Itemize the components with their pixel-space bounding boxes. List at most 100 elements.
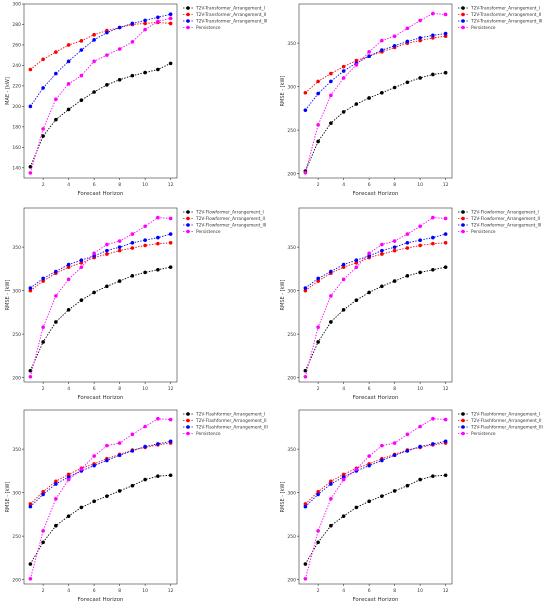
x-tick-label: 2	[317, 386, 320, 392]
data-point	[392, 85, 397, 90]
x-tick-label: 10	[417, 182, 423, 188]
x-tick-label: 6	[93, 182, 96, 188]
data-point	[443, 34, 448, 38]
data-point	[392, 489, 397, 493]
data-point	[303, 504, 308, 509]
data-point	[41, 492, 45, 497]
data-point	[105, 284, 109, 289]
data-point	[41, 489, 45, 494]
y-tick-label: 350	[12, 447, 21, 453]
data-point	[443, 241, 448, 245]
x-tick-label: 12	[443, 588, 449, 594]
series-line-1	[29, 474, 171, 565]
data-point	[380, 458, 384, 463]
data-point	[392, 245, 397, 249]
data-point	[54, 496, 58, 501]
data-point	[54, 479, 58, 484]
series-line-2	[30, 242, 171, 292]
data-point	[405, 449, 410, 453]
data-point	[130, 274, 135, 278]
data-point	[316, 276, 320, 281]
data-point	[329, 93, 333, 98]
data-point	[341, 76, 346, 80]
legend-marker	[461, 6, 465, 10]
data-point	[117, 441, 122, 445]
data-point	[418, 36, 422, 40]
data-point	[28, 576, 33, 581]
data-point	[143, 424, 147, 429]
x-tick-label: 8	[393, 588, 396, 594]
legend-label: T2V-Flashformer_Arrangement_II	[195, 418, 266, 424]
series-line-2	[305, 35, 446, 94]
legend-marker	[186, 25, 190, 30]
data-point	[380, 248, 384, 253]
series-line-3	[305, 233, 446, 289]
data-point	[367, 499, 371, 504]
data-point	[354, 265, 359, 269]
data-point	[367, 251, 371, 256]
data-point	[354, 58, 359, 63]
data-point	[105, 458, 109, 463]
y-tick-label: 140	[12, 165, 21, 171]
data-point	[168, 61, 173, 66]
x-tick-label: 8	[118, 386, 121, 392]
data-point	[168, 473, 173, 478]
y-tick-label: 240	[12, 63, 21, 69]
data-point	[443, 232, 448, 236]
data-point	[156, 442, 160, 446]
x-tick-label: 6	[368, 182, 371, 188]
data-point	[28, 171, 33, 175]
legend-label: T2V-Transformer_Arrangement_I	[195, 6, 265, 12]
legend-label: T2V-Flowformer_Arrangement_II	[470, 216, 540, 222]
data-point	[168, 417, 173, 422]
y-axis-label: RMSE - [kW]	[280, 280, 286, 311]
data-point	[156, 235, 160, 240]
data-point	[380, 252, 384, 256]
data-point	[418, 38, 422, 43]
x-axis-label: Forecast Horizon	[352, 597, 399, 603]
data-point	[130, 21, 135, 26]
data-point	[431, 33, 435, 38]
data-point	[329, 79, 333, 84]
data-point	[303, 562, 308, 566]
series-line-3	[305, 440, 446, 507]
data-point	[28, 502, 33, 506]
data-point	[431, 215, 435, 220]
y-tick-label: 250	[12, 332, 21, 338]
legend-label: T2V-Transformer_Arrangement_I	[470, 6, 540, 12]
y-tick-label: 300	[287, 288, 296, 294]
x-axis-label: Forecast Horizon	[77, 597, 124, 603]
x-tick-label: 2	[42, 386, 45, 392]
data-point	[54, 294, 58, 298]
data-point	[354, 258, 359, 263]
series-line-2	[30, 442, 171, 505]
data-point	[329, 121, 333, 125]
data-point	[92, 32, 96, 37]
data-point	[143, 70, 147, 75]
x-tick-label: 10	[142, 182, 148, 188]
data-point	[41, 340, 45, 344]
data-point	[66, 43, 71, 47]
data-point	[41, 57, 45, 62]
x-tick-label: 4	[342, 182, 345, 188]
x-tick-label: 2	[42, 182, 45, 188]
data-point	[92, 463, 96, 468]
data-point	[405, 39, 410, 44]
data-point	[143, 21, 147, 26]
data-point	[341, 265, 346, 269]
x-tick-label: 12	[168, 386, 174, 392]
data-point	[405, 241, 410, 245]
data-point	[303, 576, 308, 581]
y-tick-label: 300	[287, 84, 296, 90]
y-tick-label: 200	[12, 577, 21, 583]
legend-marker	[186, 6, 190, 10]
data-point	[66, 472, 71, 477]
data-point	[329, 294, 333, 298]
data-point	[418, 224, 422, 229]
data-point	[316, 489, 320, 494]
legend-label: Persistence	[471, 431, 496, 437]
data-point	[431, 36, 435, 40]
data-point	[380, 48, 384, 52]
legend-label: T2V-Flowformer_Arrangement_I	[195, 210, 264, 216]
data-point	[54, 269, 58, 274]
